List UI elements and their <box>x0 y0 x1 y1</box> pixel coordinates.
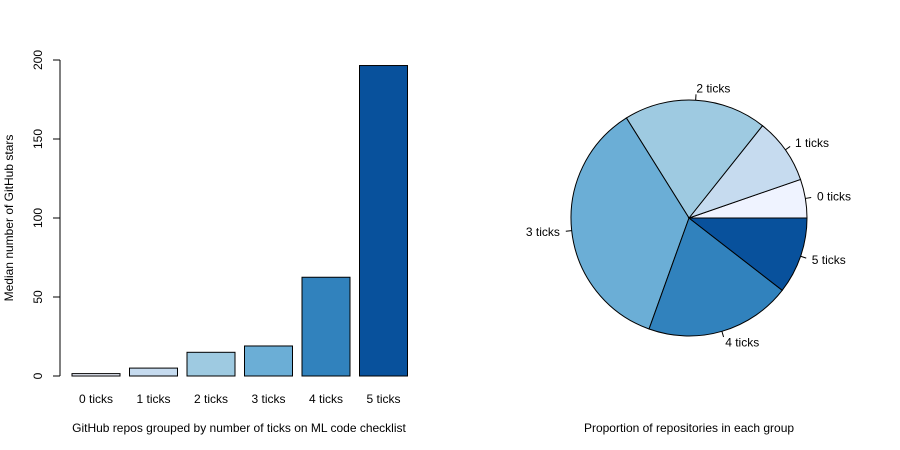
pie-caption: Proportion of repositories in each group <box>584 421 794 435</box>
pie-slice <box>570 117 690 330</box>
pie-slice-label: 4 ticks <box>725 336 759 350</box>
pie-label-leader <box>565 230 572 232</box>
pie-slices <box>570 99 808 337</box>
bar-x-tick-label: 1 ticks <box>136 392 170 406</box>
bar-y-tick-label: 0 <box>31 372 45 379</box>
pie-slice-label: 3 ticks <box>526 225 560 239</box>
bar-x-tick-label: 4 ticks <box>309 392 343 406</box>
pie-slice <box>687 217 808 292</box>
bar-chart: 0 50 100 150 200 0 ticks 1 ticks 2 ticks 3 tick… <box>2 50 408 435</box>
bar-y-tick-label: 50 <box>31 290 45 304</box>
pie-slice <box>625 99 764 219</box>
pie-label-leader <box>805 196 812 199</box>
pie-chart: 0 ticks 1 ticks 2 ticks 3 ticks 4 ticks 5 tic… <box>526 81 851 435</box>
bar-bars <box>71 65 408 377</box>
pie-label-leader <box>800 255 807 259</box>
pie-label-leader <box>721 331 725 338</box>
bar-x-tick-label: 5 ticks <box>366 392 400 406</box>
bar-y-tick-label: 150 <box>31 129 45 149</box>
bar-y-tick-label: 200 <box>31 50 45 70</box>
bar-y-axis: 0 50 100 150 200 <box>31 50 61 379</box>
bar <box>71 373 121 377</box>
bar-x-tick-label: 0 ticks <box>79 392 113 406</box>
pie-slice-label: 0 ticks <box>817 189 851 203</box>
bar <box>301 276 351 377</box>
bar-y-tick-label: 100 <box>31 208 45 228</box>
pie-slice-label: 1 ticks <box>795 136 829 150</box>
bar-y-axis-label: Median number of GitHub stars <box>2 135 16 302</box>
bar <box>244 345 293 377</box>
pie-labels: 0 ticks 1 ticks 2 ticks 3 ticks 4 ticks 5 tic… <box>526 81 851 349</box>
bar <box>129 367 178 377</box>
bar <box>186 351 236 377</box>
bar-x-labels: 0 ticks 1 ticks 2 ticks 3 ticks 4 ticks 5 tic… <box>79 392 401 406</box>
pie-slice <box>648 217 783 337</box>
pie-label-leader <box>785 146 791 151</box>
bar-x-tick-label: 3 ticks <box>251 392 285 406</box>
pie-slice-label: 2 ticks <box>696 81 730 95</box>
bar-x-tick-label: 2 ticks <box>194 392 228 406</box>
bar <box>359 65 408 377</box>
bar-x-axis-label: GitHub repos grouped by number of ticks … <box>72 421 406 435</box>
pie-slice-label: 5 ticks <box>812 253 846 267</box>
